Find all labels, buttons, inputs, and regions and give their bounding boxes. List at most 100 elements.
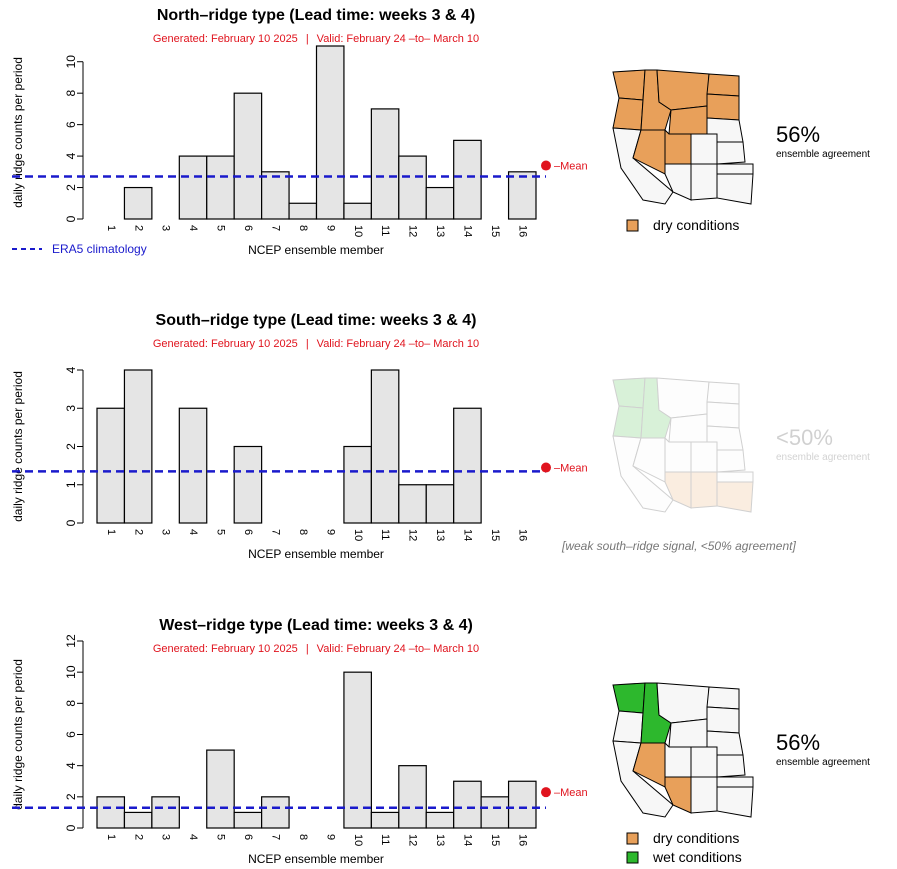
- x-tick-label: 16: [516, 834, 528, 846]
- bar-member-13: [425, 484, 455, 524]
- bar-member-16: [507, 171, 537, 220]
- map-panel: 56% ensemble agreement: [612, 69, 870, 205]
- x-tick-label: 8: [297, 834, 309, 840]
- x-tick-label: 9: [324, 225, 336, 231]
- map-state: [664, 741, 692, 778]
- map-state: [716, 141, 746, 165]
- map-state: [716, 754, 746, 778]
- y-tick-label: 8: [64, 700, 78, 707]
- map-state: [612, 69, 646, 101]
- agreement-percent: 56%: [776, 122, 820, 147]
- subtitle-separator: |: [306, 643, 309, 655]
- y-tick-label: 6: [64, 731, 78, 738]
- bar-member-10: [343, 202, 372, 220]
- x-tick-label: 15: [489, 834, 501, 846]
- x-axis-label: NCEP ensemble member: [248, 243, 384, 257]
- map-state: [664, 128, 692, 165]
- western-us-map: [612, 69, 754, 205]
- map-state: [690, 746, 718, 778]
- x-tick-label: 11: [379, 225, 391, 236]
- x-tick-label: 5: [215, 225, 227, 231]
- bar-member-1: [96, 407, 126, 524]
- bar-member-11: [370, 369, 400, 524]
- x-tick-label: 16: [516, 529, 528, 541]
- map-state: [690, 441, 718, 473]
- x-tick-label: 13: [434, 529, 446, 541]
- bar-member-13: [425, 186, 455, 220]
- x-tick-label: 5: [215, 834, 227, 840]
- chart-subtitle: Generated: February 10 2025 | Valid: Febru…: [153, 33, 479, 45]
- y-tick-label: 0: [64, 215, 78, 222]
- bar-member-12: [398, 765, 427, 829]
- y-tick-label: 2: [64, 184, 78, 191]
- bar-member-6: [233, 811, 263, 829]
- x-tick-label: 10: [352, 529, 364, 541]
- map-panel: <50% ensemble agreement: [612, 377, 870, 513]
- bar-member-4: [178, 407, 208, 524]
- map-state: [612, 710, 644, 744]
- bar-member-7: [261, 796, 290, 829]
- x-tick-label: 5: [215, 529, 227, 535]
- y-tick-label: 12: [64, 634, 78, 648]
- x-tick-label: 2: [132, 225, 144, 231]
- y-tick-label: 10: [64, 665, 78, 679]
- map-state: [706, 93, 740, 121]
- map-panel: 56% ensemble agreement: [612, 682, 870, 818]
- y-axis-label: daily ridge counts per period: [11, 371, 25, 522]
- bar-member-8: [288, 202, 318, 220]
- wet-legend-swatch: [626, 851, 639, 864]
- x-tick-label: 7: [269, 225, 281, 231]
- y-axis-label: daily ridge counts per period: [11, 659, 25, 810]
- map-state: [612, 682, 646, 714]
- x-tick-label: 14: [462, 834, 474, 846]
- chart-title: North–ridge type (Lead time: weeks 3 & 4…: [157, 7, 475, 24]
- chart-subtitle: Generated: February 10 2025 | Valid: Febru…: [153, 643, 479, 655]
- x-tick-label: 6: [242, 529, 254, 535]
- x-tick-label: 15: [489, 529, 501, 541]
- y-tick-label: 4: [64, 366, 78, 373]
- bar-member-10: [343, 671, 372, 829]
- map-state: [656, 377, 710, 419]
- map-state: [716, 449, 746, 473]
- map-state: [716, 786, 754, 818]
- western-us-map: [612, 377, 754, 513]
- y-tick-label: 1: [64, 481, 78, 488]
- y-tick-label: 0: [64, 824, 78, 831]
- bar-member-2: [123, 186, 153, 220]
- x-tick-label: 9: [324, 529, 336, 535]
- chart-panel-2: South–ridge type (Lead time: weeks 3 & 4…: [11, 312, 870, 561]
- x-tick-label: 3: [160, 834, 172, 840]
- agreement-percent: <50%: [776, 425, 833, 450]
- mean-marker: [541, 787, 551, 798]
- x-tick-label: 3: [160, 529, 172, 535]
- x-tick-label: 14: [462, 529, 474, 541]
- x-tick-label: 15: [489, 225, 501, 237]
- x-tick-label: 3: [160, 225, 172, 231]
- bar-member-3: [151, 796, 180, 829]
- x-axis-label: NCEP ensemble member: [248, 547, 384, 561]
- bar-member-16: [507, 780, 537, 829]
- bar-member-2: [123, 369, 153, 524]
- subtitle-separator: |: [306, 33, 309, 45]
- x-tick-label: 2: [132, 834, 144, 840]
- subtitle-valid: Valid: February 24 –to– March 10: [317, 33, 479, 45]
- subtitle-valid: Valid: February 24 –to– March 10: [317, 643, 479, 655]
- bar-member-11: [370, 108, 400, 220]
- bar-member-4: [178, 155, 208, 220]
- x-tick-label: 12: [407, 529, 419, 541]
- wet-legend-label: wet conditions: [652, 849, 742, 865]
- chart-title: West–ridge type (Lead time: weeks 3 & 4): [159, 617, 473, 634]
- x-tick-label: 10: [352, 225, 364, 237]
- y-tick-label: 3: [64, 405, 78, 412]
- bar-member-10: [343, 445, 372, 524]
- bar-member-13: [425, 811, 455, 829]
- x-tick-label: 11: [379, 529, 391, 540]
- bar-member-5: [206, 155, 235, 220]
- x-tick-label: 12: [407, 834, 419, 846]
- bar-member-2: [123, 811, 153, 829]
- mean-label: –Mean: [554, 787, 588, 799]
- y-tick-label: 2: [64, 793, 78, 800]
- x-tick-label: 1: [105, 529, 117, 535]
- y-tick-label: 0: [64, 519, 78, 526]
